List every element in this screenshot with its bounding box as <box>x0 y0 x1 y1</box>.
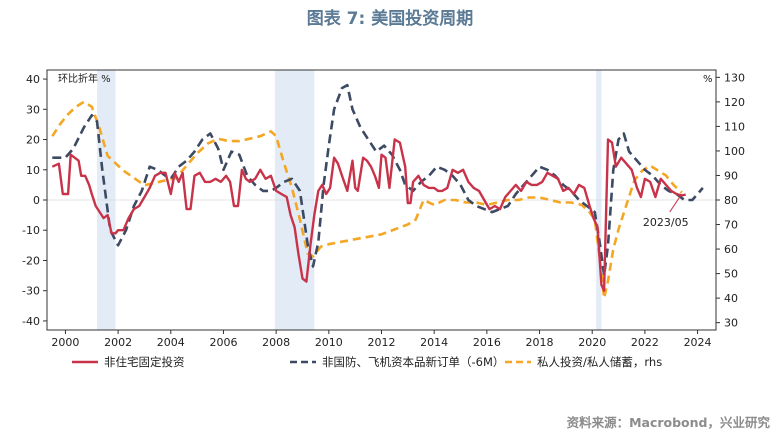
left-tick-label: -20 <box>22 254 40 267</box>
right-tick-label: 40 <box>724 292 738 305</box>
annotation: 2023/05 <box>643 193 689 229</box>
x-tick-label: 2014 <box>420 336 448 349</box>
x-tick-label: 2002 <box>104 336 132 349</box>
right-tick-label: 130 <box>724 71 745 84</box>
x-tick-label: 2018 <box>526 336 554 349</box>
legend-label-2: 私人投资/私人储蓄，rhs <box>537 355 662 369</box>
x-axis-ticks: 2000 2002 2004 2006 2008 2010 2012 2014 2016 2018… <box>51 330 712 349</box>
right-tick-label: 60 <box>724 243 738 256</box>
right-tick-label: 80 <box>724 194 738 207</box>
left-tick-label: 10 <box>26 164 40 177</box>
left-tick-label: -40 <box>22 315 40 328</box>
right-tick-label: 50 <box>724 268 738 281</box>
x-tick-label: 2010 <box>315 336 343 349</box>
series-lines <box>51 83 704 300</box>
left-tick-label: -30 <box>22 285 40 298</box>
x-tick-label: 2024 <box>684 336 712 349</box>
annotation-leader <box>669 193 683 213</box>
series-line-0 <box>51 138 686 292</box>
right-tick-label: 110 <box>724 120 745 133</box>
left-tick-label: 30 <box>26 103 40 116</box>
right-axis-unit: % <box>703 74 713 85</box>
legend-label-0: 非住宅固定投资 <box>104 355 185 369</box>
x-tick-label: 2016 <box>473 336 501 349</box>
left-axis-ticks: 40 30 20 10 0 -10 -20 -30 -40 <box>22 73 47 328</box>
x-tick-label: 2008 <box>262 336 290 349</box>
left-tick-label: 0 <box>33 194 40 207</box>
left-tick-label: 40 <box>26 73 40 86</box>
x-tick-label: 2012 <box>368 336 396 349</box>
legend-label-1: 非国防、飞机资本品新订单（-6M） <box>322 355 504 369</box>
x-tick-label: 2004 <box>157 336 185 349</box>
annotation-label: 2023/05 <box>643 216 689 229</box>
x-tick-label: 2000 <box>51 336 79 349</box>
source-note: 资料来源：Macrobond，兴业研究 <box>567 415 771 430</box>
left-tick-label: -10 <box>22 224 40 237</box>
x-tick-label: 2022 <box>631 336 659 349</box>
right-tick-label: 100 <box>724 145 745 158</box>
legend: 非住宅固定投资 非国防、飞机资本品新订单（-6M） 私人投资/私人储蓄，rhs <box>72 355 662 369</box>
right-tick-label: 90 <box>724 169 738 182</box>
left-axis-unit: 环比折年 % <box>58 72 111 85</box>
x-tick-label: 2020 <box>578 336 606 349</box>
right-tick-label: 120 <box>724 96 745 109</box>
x-tick-label: 2006 <box>209 336 237 349</box>
right-tick-label: 70 <box>724 219 738 232</box>
left-tick-label: 20 <box>26 134 40 147</box>
right-tick-label: 30 <box>724 317 738 330</box>
right-axis-ticks: 130 120 110 100 90 80 70 60 50 40 30 <box>716 71 745 330</box>
chart-title: 图表 7: 美国投资周期 <box>307 8 473 29</box>
